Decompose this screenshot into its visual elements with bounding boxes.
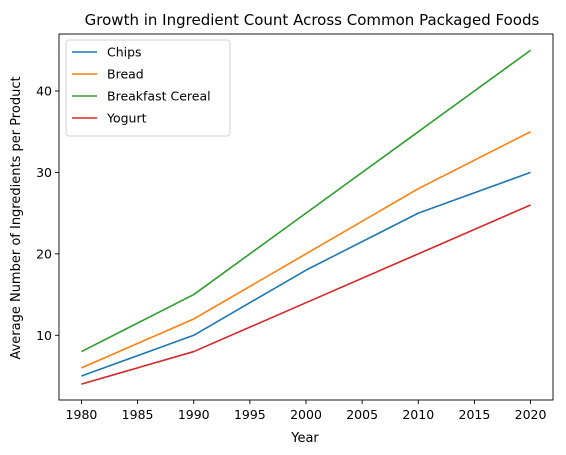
x-tick-label: 1995	[234, 407, 266, 422]
series-line-chips	[81, 171, 531, 377]
y-tick-label: 20	[36, 246, 52, 261]
series-line-breakfast-cereal	[81, 49, 532, 353]
legend-label: Yogurt	[106, 111, 147, 126]
y-tick-label: 40	[36, 83, 52, 98]
y-tick-label: 10	[36, 328, 52, 343]
y-axis-label: Average Number of Ingredients per Produc…	[9, 76, 24, 359]
chart-title: Growth in Ingredient Count Across Common…	[85, 11, 540, 29]
series-line-yogurt	[81, 204, 531, 385]
legend-label: Chips	[107, 45, 142, 60]
x-tick-label: 2000	[290, 407, 322, 422]
x-tick-label: 2015	[459, 407, 491, 422]
plot-area: 1980 1985 1990 1995 2000 2005 2010 2015 2020 10 20…	[36, 33, 554, 422]
x-tick-label: 1985	[122, 407, 154, 422]
y-tick-label: 30	[36, 165, 52, 180]
legend-label: Breakfast Cereal	[107, 89, 211, 104]
x-axis-label: Year	[290, 431, 319, 446]
legend: Chips Bread Breakfast Cereal Yogurt	[65, 39, 231, 137]
x-tick-label: 1980	[66, 407, 98, 422]
legend-label: Bread	[107, 67, 144, 82]
x-tick-label: 2005	[346, 407, 378, 422]
x-tick-label: 2020	[515, 407, 547, 422]
legend-box	[65, 39, 231, 137]
x-tick-label: 2010	[402, 407, 434, 422]
x-tick-label: 1990	[178, 407, 210, 422]
series-line-bread	[81, 130, 531, 369]
